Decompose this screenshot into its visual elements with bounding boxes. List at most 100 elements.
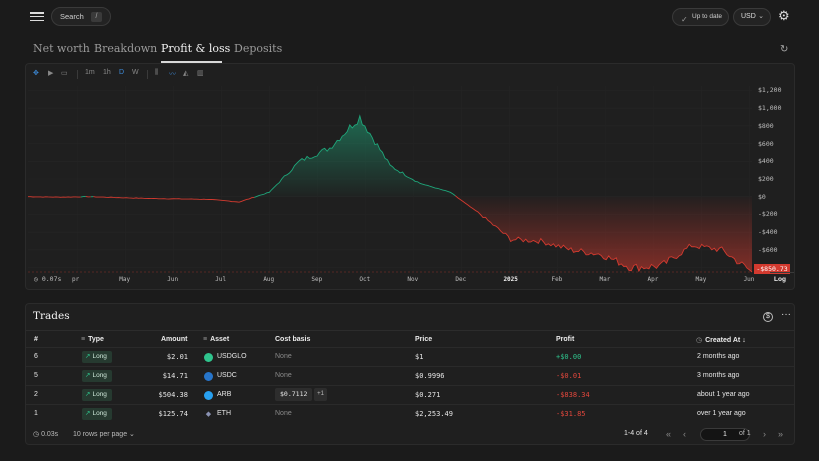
asset-symbol[interactable]: USDC [217,372,237,379]
tab-breakdown[interactable]: Breakdown [94,42,158,55]
created-at: about 1 year ago [697,391,750,398]
col-asset-label: Asset [210,336,230,343]
cost-basis: None [275,372,292,379]
interval-d[interactable]: D [119,69,125,76]
rows-per-page-select[interactable]: 10 rows per page ⌄ [73,430,135,438]
asset-symbol[interactable]: ETH [217,410,231,417]
sort-desc-icon[interactable]: ↓ [742,337,746,344]
trade-id: 6 [34,353,38,360]
arrow-up-right-icon: ↗ [85,410,91,417]
prev-page-icon[interactable]: ‹ [683,429,686,439]
chart-timer-value: 0.07s [41,275,62,283]
arrow-up-right-icon: ↗ [85,353,91,360]
price: $0.271 [415,391,441,399]
more-options-icon[interactable]: ··· [781,309,791,320]
created-at: over 1 year ago [697,410,746,417]
profit: -$0.01 [556,372,582,380]
page-count: of 1 [739,430,751,437]
currency-select[interactable]: USD ⌄ [733,8,771,26]
search-button[interactable]: Search / [51,7,111,26]
type-badge: ↗ Long [82,408,112,420]
ruler-icon[interactable]: ▭ [61,70,68,77]
tab-net-worth[interactable]: Net worth [33,42,90,55]
currency-value: USD [741,13,756,20]
y-tick-label: $600 [758,139,774,148]
histogram-icon[interactable]: ▥ [197,70,204,77]
page-number-input[interactable]: 1 [700,428,750,441]
type-label: Long [92,353,107,360]
crosshair-icon[interactable]: ✥ [33,70,39,77]
toolbar-divider [147,70,148,79]
x-tick-label: Mar [599,276,611,283]
cost-basis-more[interactable]: +1 [314,388,327,401]
col-amount[interactable]: Amount [161,336,188,343]
type-badge: ↗ Long [82,389,112,401]
created-at: 3 months ago [697,372,740,379]
chart-areas [254,115,752,272]
next-page-icon[interactable]: › [763,429,766,439]
rows-per-page-value: 10 rows per page [73,431,128,438]
y-tick-label: -$200 [758,210,778,219]
last-value-label: -$850.73 [754,264,790,274]
col-id[interactable]: # [34,336,38,343]
line-series-icon[interactable]: 〰 [169,71,176,78]
loss-line [455,195,753,273]
table-row[interactable]: 5 ↗ Long $14.71 USDC None $0.9996 -$0.01 … [26,366,794,385]
tab-deposits[interactable]: Deposits [234,42,283,55]
menu-icon[interactable] [30,10,44,22]
check-icon: ✓ [681,15,688,24]
loss-line [93,196,255,203]
col-profit[interactable]: Profit [556,336,575,343]
last-page-icon[interactable]: » [778,429,784,439]
y-tick-label: $1,000 [758,104,782,113]
search-label: Search [60,12,84,21]
x-tick-label: Apr [647,276,659,283]
first-page-icon[interactable]: « [666,429,672,439]
profit: -$31.85 [556,410,586,418]
filter-icon[interactable]: ≡ [81,336,86,343]
settings-gear-icon[interactable]: ⚙ [778,8,790,23]
interval-w[interactable]: W [132,69,139,76]
area-series-icon[interactable]: ◭ [183,70,189,77]
table-row[interactable]: 2 ↗ Long $504.38 ARB $0.7112 +1 $0.271 -$… [26,385,794,404]
toolbar-divider [77,70,78,79]
asset-symbol[interactable]: ARB [217,391,232,398]
pagination-range: 1-4 of 4 [624,430,648,437]
type-badge: ↗ Long [82,351,112,363]
log-scale-button[interactable]: Log [770,272,794,283]
dollar-icon[interactable]: $ [763,312,773,322]
trades-title: Trades [33,310,70,322]
price: $0.9996 [415,372,445,380]
chart-lines [28,114,753,273]
table-row[interactable]: 1 ↗ Long $125.74 ◆ ETH None $2,253.49 -$3… [26,404,794,423]
chart-timer: ◷ 0.07s [34,275,62,283]
cost-basis: None [275,353,292,360]
x-tick-label: May [119,276,131,283]
table-row[interactable]: 6 ↗ Long $2.01 USDGLO None $1 +$0.00 2 mo… [26,347,794,366]
col-type[interactable]: ≡ Type [81,336,104,343]
x-tick-label: Dec [455,276,467,283]
pnl-chart-panel: ✥ ▶ ▭ 1m 1h D W ⫼ 〰 ◭ ▥ $1,200 $1,000 $800… [25,63,795,290]
price: $2,253.49 [415,410,453,418]
type-label: Long [92,410,107,417]
sync-status-button[interactable]: ✓ Up to date [672,8,729,26]
arrow-up-right-icon: ↗ [85,391,91,398]
col-created-at[interactable]: ◷ Created At ↓ [696,336,746,344]
col-price[interactable]: Price [415,336,433,343]
cost-basis-chip[interactable]: $0.7112 [275,388,313,401]
filter-icon[interactable]: ≡ [203,336,208,343]
interval-1h[interactable]: 1h [103,69,111,76]
bar-series-icon[interactable]: ⫼ [155,69,159,76]
col-asset[interactable]: ≡ Asset [203,336,229,343]
interval-1m[interactable]: 1m [85,69,95,76]
loss-line [28,196,81,198]
pointer-icon[interactable]: ▶ [48,70,54,77]
tab-profit-loss[interactable]: Profit & loss [161,42,231,55]
clock-icon: ◷ [696,337,703,344]
type-label: Long [92,391,107,398]
asset-symbol[interactable]: USDGLO [217,353,247,360]
refresh-icon[interactable]: ↻ [780,44,789,55]
x-tick-label: Oct [359,276,371,283]
col-cost-basis[interactable]: Cost basis [275,336,311,343]
pnl-chart[interactable] [26,64,795,290]
